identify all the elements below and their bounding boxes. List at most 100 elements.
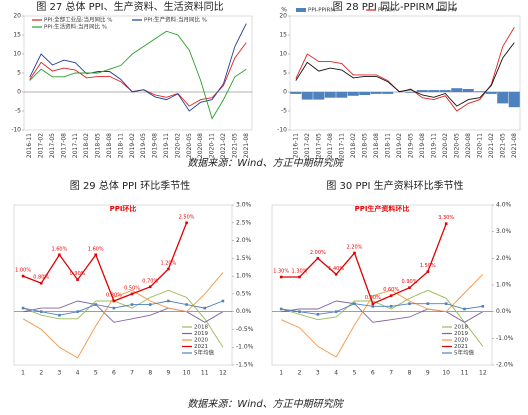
legend-label: PPI-PPIRM (308, 8, 335, 14)
x-tick-label: 10 (183, 370, 191, 377)
x-tick-label: 2019-08 (419, 133, 426, 158)
x-tick-label: 7 (389, 370, 393, 377)
x-tick-label: 2017-05 (315, 133, 322, 158)
x-tick-label: 8 (148, 370, 152, 377)
y-tick-label: 1.0% (496, 282, 512, 289)
x-tick-label: 2018-02 (83, 133, 90, 158)
y-tick-label: 1.5% (236, 255, 252, 262)
legend-label: 2020 (194, 338, 208, 344)
series-line (22, 272, 224, 359)
x-tick-label: 2019-05 (407, 133, 414, 158)
x-tick-label: 2019-02 (129, 133, 136, 158)
data-label: 2.20% (347, 245, 363, 251)
y-tick-label: 5 (283, 70, 287, 77)
marker (389, 294, 393, 297)
marker (316, 257, 320, 260)
marker (353, 302, 356, 305)
legend-label: 2020 (454, 338, 468, 344)
marker (167, 267, 170, 271)
bar (359, 92, 371, 96)
x-tick-label: 3 (58, 370, 62, 377)
y-unit: % (281, 7, 287, 14)
data-label: 1.50% (420, 263, 436, 269)
data-label: 0.60% (383, 287, 399, 293)
x-tick-label: 1 (279, 370, 283, 377)
data-label: 1.60% (51, 246, 67, 252)
legend-swatch (296, 8, 306, 12)
marker (112, 299, 116, 303)
legend-label: PPI:全部工业品:当月同比 % (44, 16, 112, 24)
series-line (23, 300, 224, 316)
x-tick-label: 2018-02 (350, 133, 357, 158)
marker (21, 274, 25, 278)
y-tick-label: 1.0% (236, 273, 252, 280)
y-tick-label: 10 (13, 51, 21, 58)
y-tick-label: 20 (13, 13, 21, 20)
y-tick-label: -5 (281, 108, 287, 115)
data-label: 1.40% (328, 266, 344, 272)
marker (94, 303, 98, 306)
bar (405, 92, 417, 93)
data-label: 2.50% (179, 214, 195, 220)
marker (444, 222, 448, 225)
bar (462, 88, 474, 92)
chart-title: PPI生产资料环比 (355, 204, 410, 213)
legend-label: PPI:生活资料:当月同比 % (44, 23, 107, 31)
y-tick-label: -10 (11, 127, 21, 134)
x-tick-label: 9 (426, 370, 430, 377)
data-label: 1.20% (160, 261, 176, 267)
legend-label: 2018 (454, 325, 468, 331)
marker (167, 299, 170, 303)
bar (416, 90, 428, 92)
marker (39, 281, 43, 285)
data-label: 0.30% (365, 295, 381, 301)
legend-label: PPI (448, 8, 457, 14)
x-tick-label: 2018-11 (117, 133, 124, 158)
x-tick-label: 2020-05 (186, 133, 193, 158)
y-tick-label: 20 (279, 13, 287, 20)
data-label: 1.60% (88, 246, 104, 252)
series-line (281, 273, 484, 358)
legend-label: PPI:生产资料:当月同比 % (144, 16, 207, 24)
bar (382, 92, 394, 94)
x-tick-label: 2018-05 (361, 133, 368, 158)
data-label: 2.00% (310, 250, 326, 256)
bar (324, 92, 336, 98)
marker (389, 305, 393, 308)
bar (508, 92, 520, 108)
x-tick-label: 5 (94, 370, 98, 377)
y-tick-label: -0.5% (236, 326, 254, 333)
series-line (295, 42, 515, 107)
y-tick-label: 2.0% (496, 255, 512, 262)
marker (463, 307, 466, 311)
data-label: 1.30% (273, 269, 289, 275)
marker (298, 275, 301, 279)
marker (298, 310, 301, 313)
x-tick-label: 5 (353, 370, 357, 377)
marker (334, 273, 338, 276)
x-tick-label: 2021-02 (488, 133, 495, 158)
plot-frame (289, 15, 521, 131)
x-tick-label: 2021-02 (220, 133, 227, 158)
bar (347, 92, 359, 96)
legend-label: PPIRM (378, 8, 395, 14)
legend-label: 5年均值 (194, 349, 214, 357)
x-tick-label: 2017-08 (60, 133, 67, 158)
legend-label: 2019 (454, 331, 468, 337)
x-tick-label: 6 (112, 370, 116, 377)
x-tick-label: 11 (201, 370, 209, 377)
x-tick-label: 2017-08 (327, 133, 334, 158)
series-line (29, 23, 247, 112)
data-label: 0.50% (124, 285, 140, 291)
marker (21, 306, 25, 310)
marker (481, 305, 485, 308)
x-tick-label: 2021-05 (499, 133, 506, 158)
marker (408, 302, 411, 305)
marker (221, 299, 225, 303)
x-tick-label: 2020-02 (174, 133, 181, 158)
x-tick-label: 6 (371, 370, 375, 377)
marker (203, 306, 207, 310)
y-tick-label: 15 (13, 32, 21, 39)
data-label: 1.00% (15, 268, 31, 274)
x-tick-label: 2019-02 (396, 133, 403, 158)
